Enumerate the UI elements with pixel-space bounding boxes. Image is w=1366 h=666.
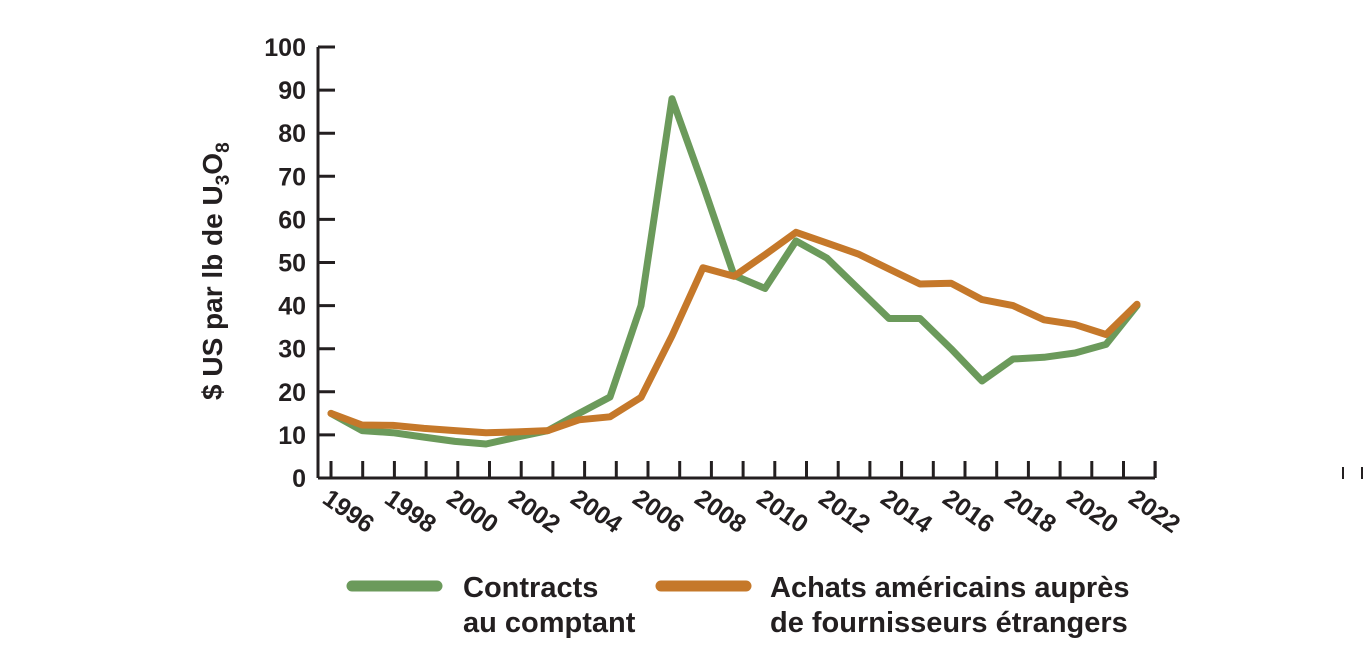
y-axis-title-sub2: 8	[213, 142, 234, 153]
legend-label-1-line-2: au comptant	[463, 607, 636, 639]
y-axis-title-mid: O	[197, 153, 228, 175]
y-tick-label: 20	[278, 379, 306, 407]
y-tick-label: 0	[292, 465, 306, 493]
y-tick-label: 70	[278, 163, 306, 191]
legend-label-2-line-1: Achats américains auprès	[770, 572, 1129, 604]
x-tick-label: 2010	[752, 484, 814, 539]
legend-label-1-line-1: Contracts	[463, 572, 598, 604]
x-tick-label: 2016	[938, 484, 1000, 539]
y-axis-title: $ US par lb de U3O8	[197, 142, 234, 400]
y-axis-title-main: $ US par lb de U	[197, 185, 228, 400]
x-tick-label: 2012	[814, 484, 876, 539]
y-axis-title-sub1: 3	[213, 175, 234, 186]
x-tick-label: 2006	[628, 484, 690, 539]
x-tick-label: 2004	[566, 484, 628, 539]
y-tick-label: 10	[278, 422, 306, 450]
x-tick-label: 1998	[380, 484, 442, 539]
x-tick-label: 2022	[1124, 484, 1186, 539]
x-tick-label: 2008	[690, 484, 752, 539]
y-tick-label: 60	[278, 206, 306, 234]
series-line-spot	[327, 95, 1141, 448]
x-tick-label: 2002	[504, 484, 566, 539]
series-layer	[327, 95, 1141, 448]
y-tick-label: 30	[278, 336, 306, 364]
y-tick-label: 80	[278, 120, 306, 148]
x-tick-label: 1996	[318, 484, 380, 539]
x-tick-label: 2018	[1000, 484, 1062, 539]
y-tick-label: 100	[264, 34, 306, 62]
series-line-us-purchases	[327, 228, 1141, 437]
y-tick-label: 50	[278, 250, 306, 278]
x-tick-label: 2020	[1062, 484, 1124, 539]
y-tick-label: 40	[278, 293, 306, 321]
legend-label-2-line-2: de fournisseurs étrangers	[770, 607, 1128, 639]
x-tick-label: 2014	[876, 484, 938, 539]
x-tick-label: 2000	[442, 484, 504, 539]
y-tick-label: 90	[278, 77, 306, 105]
